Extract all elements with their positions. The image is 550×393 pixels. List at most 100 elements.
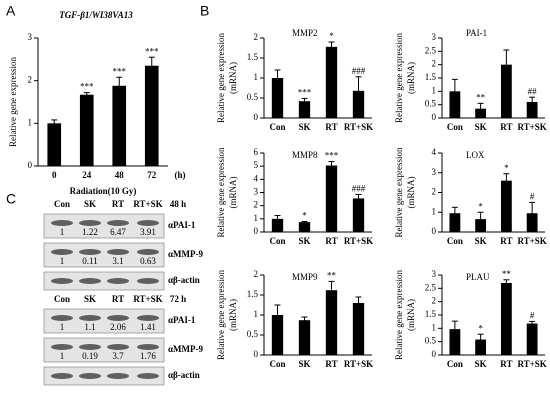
bar: [475, 339, 487, 355]
bar: [500, 64, 512, 118]
blot-band: [51, 278, 73, 284]
blot-strip: [43, 271, 165, 291]
x-tick-label: RT+SK: [344, 236, 373, 246]
x-tick-label: RT: [500, 122, 512, 132]
bar: [144, 65, 159, 166]
quantification: 1.41: [140, 322, 156, 332]
lane-label: RT+SK: [133, 294, 162, 304]
quantification: 0.11: [82, 256, 97, 266]
x-tick-label: RT+SK: [344, 122, 373, 132]
blot-band: [137, 344, 159, 350]
blot-strip: [43, 242, 165, 268]
blot-band: [107, 249, 129, 255]
quantification: 1: [60, 256, 65, 266]
quantification: 1.76: [140, 351, 156, 361]
x-tick-label: RT: [325, 236, 337, 246]
significance-label: *: [478, 201, 483, 211]
quantification: 1: [60, 227, 65, 237]
bar: [271, 218, 284, 232]
x-tick-label: RT+SK: [517, 236, 546, 246]
y-tick-label: 1: [432, 322, 437, 332]
chart-title: PLAU: [466, 272, 490, 282]
y-axis-label: Relative gene expression: [216, 33, 226, 123]
significance-label: *: [504, 163, 509, 173]
significance-label: ###: [352, 184, 366, 194]
y-tick-label: 0: [432, 112, 437, 122]
bar: [271, 315, 284, 355]
bar: [526, 102, 538, 118]
y-tick-label: 4: [254, 173, 259, 183]
x-tick-label: 48: [115, 170, 125, 180]
significance-label: ***: [298, 87, 312, 97]
significance-label: ***: [80, 82, 94, 92]
panel-label: C: [6, 191, 16, 207]
panel-label: A: [6, 3, 16, 19]
x-tick-label: Con: [447, 236, 463, 246]
blot-band: [137, 315, 159, 321]
y-axis-label: (mRNA): [406, 177, 416, 209]
significance-label: *: [329, 31, 334, 41]
chart-title: MMP9: [292, 272, 318, 282]
significance-label: ***: [325, 151, 339, 161]
blot-band: [79, 249, 101, 255]
significance-label: **: [327, 270, 337, 280]
bar: [500, 283, 512, 355]
quantification: 3.91: [140, 227, 156, 237]
y-tick-label: 2: [28, 75, 33, 85]
x-tick-label: 72: [147, 170, 157, 180]
lane-label: RT: [112, 294, 124, 304]
x-tick-label: SK: [298, 122, 310, 132]
lane-label: SK: [84, 294, 96, 304]
quantification: 1: [60, 351, 65, 361]
x-tick-label: SK: [298, 359, 310, 369]
row-label: αβ-actin: [168, 370, 200, 380]
y-axis-label: Relative gene expression: [216, 270, 226, 360]
y-tick-label: 0: [254, 349, 259, 359]
y-tick-label: 0: [254, 226, 259, 236]
bar: [325, 165, 338, 232]
x-tick-label: Con: [447, 359, 463, 369]
quantification: 3.1: [112, 256, 123, 266]
quantification: 3.7: [112, 351, 124, 361]
x-axis-label: Radiation(10 Gy): [70, 186, 137, 196]
y-tick-label: 0: [432, 226, 437, 236]
bar: [449, 329, 461, 355]
y-tick-label: 2: [432, 187, 437, 197]
x-tick-label: RT: [325, 122, 337, 132]
y-tick-label: 1: [432, 85, 437, 95]
chart-title: LOX: [466, 150, 485, 160]
significance-label: *: [478, 323, 483, 333]
significance-label: **: [502, 269, 512, 279]
blot-band: [79, 344, 101, 350]
blot-band: [79, 220, 101, 226]
x-tick-label: SK: [475, 359, 487, 369]
x-tick-label: Con: [269, 359, 285, 369]
blot-band: [51, 220, 73, 226]
quantification: 1.22: [82, 227, 98, 237]
y-axis-label: (mRNA): [406, 62, 416, 94]
bar: [526, 323, 538, 355]
y-tick-label: 1: [254, 309, 259, 319]
y-tick-label: 3: [28, 32, 33, 42]
bar: [352, 303, 365, 355]
quantification: 0.19: [82, 351, 98, 361]
blot-strip: [43, 308, 165, 334]
bar: [449, 213, 461, 232]
bar: [112, 85, 127, 166]
quantification: 0.63: [140, 256, 156, 266]
quantification: 2.06: [110, 322, 126, 332]
blot-band: [137, 278, 159, 284]
bar: [298, 222, 311, 232]
chart-title: MMP8: [292, 150, 318, 160]
x-tick-label: Con: [269, 236, 285, 246]
y-tick-label: 2: [432, 59, 437, 69]
row-label: αPAI-1: [168, 315, 196, 325]
blot-band: [137, 373, 159, 379]
x-tick-label: RT+SK: [517, 359, 546, 369]
bar: [47, 123, 62, 166]
y-tick-label: 1: [254, 72, 259, 82]
bar: [352, 198, 365, 232]
blot-strip: [43, 337, 165, 363]
x-tick-label: SK: [475, 236, 487, 246]
